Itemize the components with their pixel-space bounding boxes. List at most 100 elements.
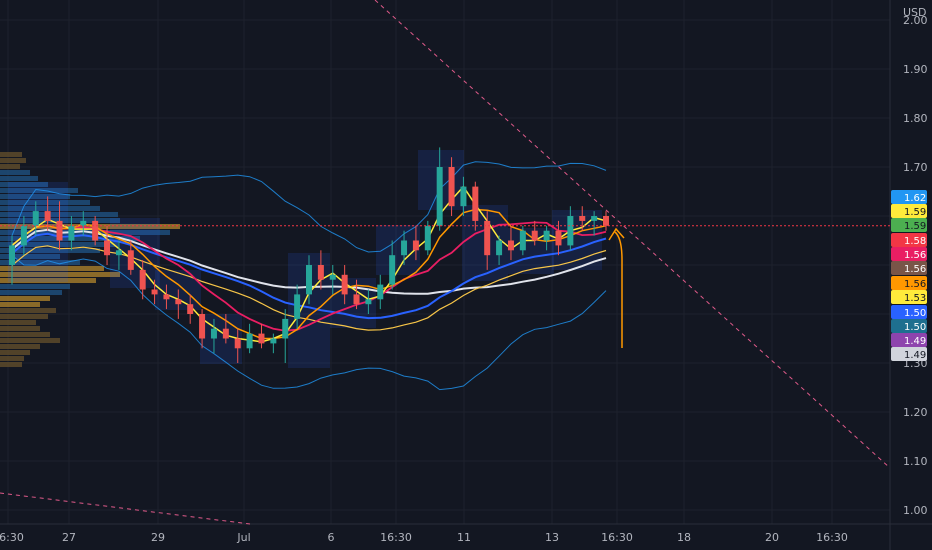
volume-bar — [0, 284, 70, 289]
volume-bar — [0, 266, 104, 271]
candle-body — [163, 294, 170, 300]
time-tick-label: 20 — [765, 531, 779, 544]
arrow-head — [608, 227, 625, 241]
ma-red — [11, 221, 607, 332]
volume-bar — [0, 260, 80, 265]
candle-body — [139, 269, 146, 290]
bollinger-bands — [11, 161, 607, 391]
candle-body — [199, 314, 206, 339]
ma-orange — [11, 208, 607, 340]
annotation-arrow — [608, 227, 625, 348]
candle-body — [603, 216, 609, 226]
price-tag-bg — [891, 305, 927, 319]
candle-body — [341, 274, 348, 295]
support-trendline — [0, 492, 251, 525]
candle-body — [436, 167, 443, 226]
volume-bar — [0, 206, 100, 211]
volume-bar — [0, 308, 56, 313]
volume-bar — [0, 200, 90, 205]
price-tag-bg — [891, 204, 927, 218]
time-tick-label: 16:30 — [601, 531, 633, 544]
volume-bar — [0, 350, 30, 355]
price-tick-label: 1.90 — [903, 63, 928, 76]
candle-body — [472, 186, 479, 221]
volume-bar — [0, 182, 48, 187]
range-boxes — [8, 150, 602, 368]
candle-body — [329, 274, 336, 280]
price-tag-label: 1.59 — [904, 221, 926, 232]
volume-bar — [0, 362, 22, 367]
ma-yellow-slow — [11, 245, 607, 331]
price-tag-bg — [891, 319, 927, 333]
candle-body — [448, 167, 455, 207]
volume-bar — [0, 194, 70, 199]
candle-body — [282, 318, 289, 339]
candle-body — [222, 328, 229, 339]
price-tag-bg — [891, 190, 927, 204]
candle-body — [377, 284, 384, 300]
candle-body — [353, 294, 360, 305]
volume-bar — [0, 164, 20, 169]
price-tick-label: 1.00 — [903, 504, 928, 517]
price-tag-bg — [891, 333, 927, 347]
candle-body — [246, 333, 253, 349]
candle-body — [210, 328, 217, 339]
volume-bar — [0, 344, 40, 349]
volume-bar — [0, 272, 120, 277]
candle-body — [389, 255, 396, 285]
currency-label: USD — [903, 6, 927, 19]
price-tag-label: 1.56 — [904, 264, 926, 275]
trend-lines — [0, 0, 891, 525]
time-tick-label: 16:30 — [0, 531, 24, 544]
candle-body — [294, 294, 301, 319]
candle-body — [317, 265, 324, 280]
price-tag-label: 1.53 — [904, 293, 926, 304]
volume-bar — [0, 356, 24, 361]
volume-bar — [0, 320, 36, 325]
candle-body — [507, 240, 514, 251]
arrow-shaft — [614, 231, 623, 348]
price-tag-label: 1.56 — [904, 279, 926, 290]
candle-body — [127, 250, 134, 270]
candle-body — [44, 211, 51, 221]
price-tag-label: 1.50 — [904, 322, 926, 333]
resistance-trendline — [374, 0, 891, 469]
candle-body — [543, 230, 550, 241]
volume-bar — [0, 170, 30, 175]
time-tick-label: 16:30 — [816, 531, 848, 544]
volume-bar — [0, 152, 22, 157]
volume-bar — [0, 296, 50, 301]
ma-blue — [11, 232, 607, 320]
volume-bar — [0, 242, 118, 247]
volume-bar — [0, 176, 38, 181]
candle-body — [401, 240, 408, 256]
price-tag-label: 1.62 — [904, 193, 926, 204]
time-tick-label: 18 — [677, 531, 691, 544]
volume-bar — [0, 188, 78, 193]
candle-body — [496, 240, 503, 256]
price-tick-label: 2.00 — [903, 14, 928, 27]
price-tag-bg — [891, 247, 927, 261]
price-tick-label: 1.80 — [903, 112, 928, 125]
candle-body — [234, 338, 241, 349]
volume-bar — [0, 158, 26, 163]
candle-body — [519, 230, 526, 251]
volume-bar — [0, 332, 50, 337]
candle-body — [20, 225, 27, 246]
price-tag-bg — [891, 290, 927, 304]
candle-body — [567, 216, 574, 246]
candle-body — [306, 265, 312, 295]
candle-body — [591, 216, 598, 221]
candle-body — [9, 245, 15, 265]
candle-body — [412, 240, 419, 251]
volume-bar — [0, 338, 60, 343]
time-tick-label: Jul — [236, 531, 250, 544]
candle-body — [365, 299, 372, 305]
candle-body — [424, 225, 431, 251]
volume-bar — [0, 278, 96, 283]
time-tick-label: 11 — [457, 531, 471, 544]
candle-body — [555, 230, 562, 246]
candle-body — [484, 220, 491, 256]
